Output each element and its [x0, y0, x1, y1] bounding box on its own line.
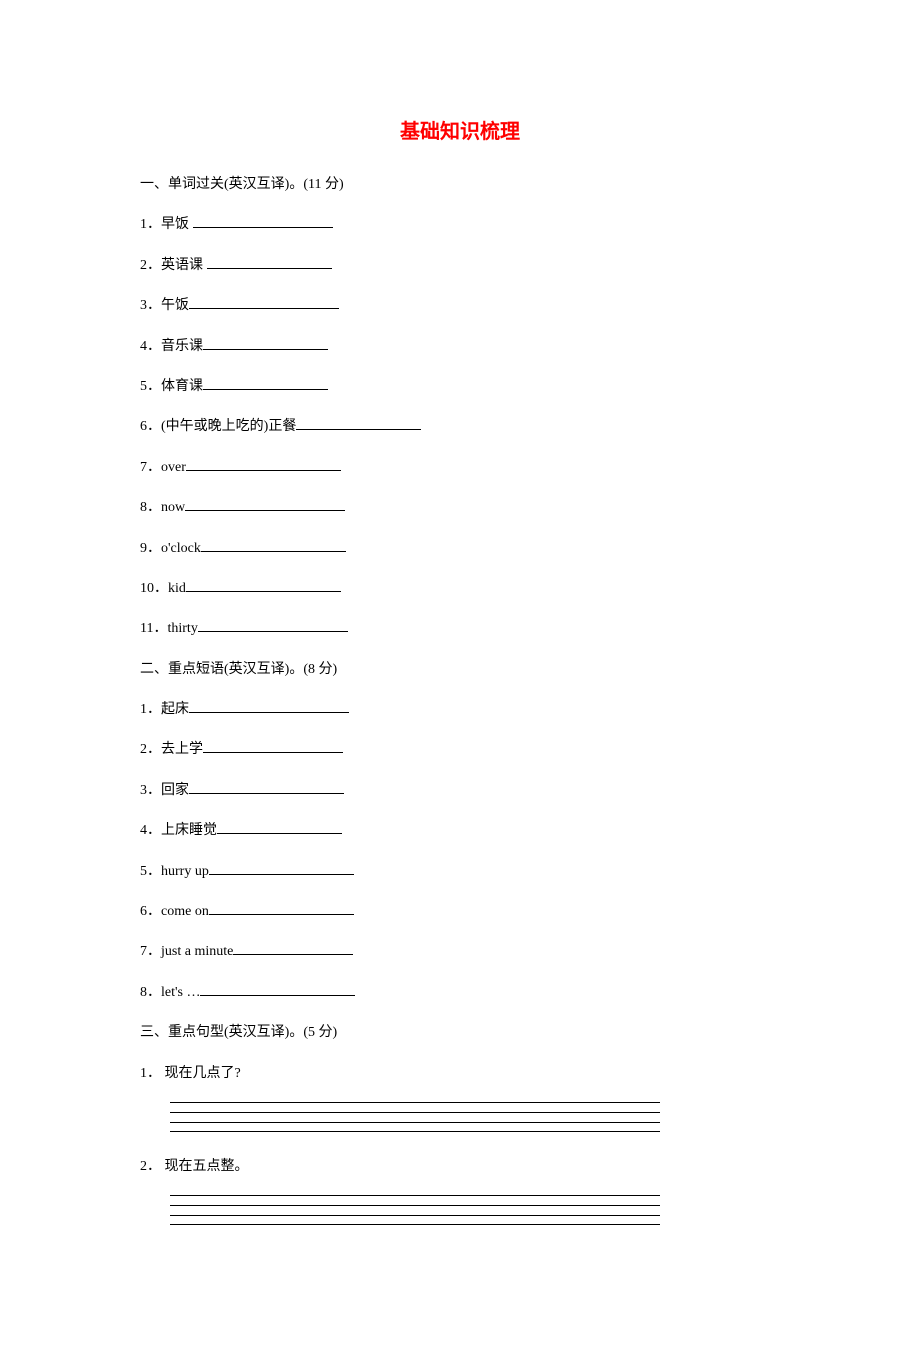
- item-text: now: [161, 497, 185, 519]
- item-number: 10．: [140, 578, 168, 600]
- worksheet-item: 4． 上床睡觉: [140, 820, 780, 842]
- worksheet-item: 6． (中午或晚上吃的)正餐: [140, 416, 780, 438]
- item-number: 7．: [140, 457, 161, 479]
- item-number: 5．: [140, 861, 161, 883]
- answer-line: [170, 1210, 660, 1216]
- worksheet-item: 2． 去上学: [140, 739, 780, 761]
- fill-blank[interactable]: [207, 255, 332, 269]
- item-number: 2．: [140, 739, 161, 761]
- item-text: 午饭: [161, 295, 189, 317]
- item-text: come on: [161, 901, 209, 923]
- worksheet-item: 8． let's …: [140, 982, 780, 1004]
- answer-lines[interactable]: [170, 1190, 780, 1225]
- answer-line: [170, 1117, 660, 1123]
- fill-blank[interactable]: [209, 901, 354, 915]
- answer-line: [170, 1200, 660, 1206]
- answer-line: [170, 1097, 660, 1103]
- item-number: 1．: [140, 214, 161, 236]
- item-text: thirty: [167, 618, 197, 640]
- worksheet-item: 1． 起床: [140, 699, 780, 721]
- item-text: 起床: [161, 699, 189, 721]
- worksheet-item: 10． kid: [140, 578, 780, 600]
- answer-line: [170, 1107, 660, 1113]
- item-text: 体育课: [161, 376, 203, 398]
- fill-blank[interactable]: [198, 618, 348, 632]
- item-text: over: [161, 457, 186, 479]
- fill-blank[interactable]: [203, 739, 343, 753]
- fill-blank[interactable]: [189, 780, 344, 794]
- item-number: 7．: [140, 941, 161, 963]
- section-3-header: 三、重点句型(英汉互译)。(5 分): [140, 1022, 780, 1044]
- item-number: 6．: [140, 901, 161, 923]
- item-text: 上床睡觉: [161, 820, 217, 842]
- fill-blank[interactable]: [185, 497, 345, 511]
- worksheet-item: 5． hurry up: [140, 861, 780, 883]
- item-number: 2．: [140, 1159, 161, 1174]
- worksheet-item: 8． now: [140, 497, 780, 519]
- fill-blank[interactable]: [186, 578, 341, 592]
- item-number: 6．: [140, 416, 161, 438]
- item-number: 4．: [140, 336, 161, 358]
- worksheet-item: 2． 英语课: [140, 255, 780, 277]
- item-number: 1．: [140, 699, 161, 721]
- worksheet-item: 7． over: [140, 457, 780, 479]
- page-title: 基础知识梳理: [140, 115, 780, 144]
- item-number: 8．: [140, 497, 161, 519]
- fill-blank[interactable]: [186, 457, 341, 471]
- fill-blank[interactable]: [193, 214, 333, 228]
- item-number: 2．: [140, 255, 161, 277]
- item-number: 11．: [140, 618, 167, 640]
- item-text: 早饭: [161, 214, 193, 236]
- item-text: 现在五点整。: [165, 1159, 249, 1174]
- sentence-item: 2． 现在五点整。: [140, 1156, 780, 1178]
- worksheet-item: 4． 音乐课: [140, 336, 780, 358]
- fill-blank[interactable]: [201, 538, 346, 552]
- answer-lines[interactable]: [170, 1097, 780, 1132]
- worksheet-item: 3． 回家: [140, 780, 780, 802]
- worksheet-item: 9． o'clock: [140, 538, 780, 560]
- worksheet-item: 1． 早饭: [140, 214, 780, 236]
- worksheet-item: 11． thirty: [140, 618, 780, 640]
- fill-blank[interactable]: [189, 699, 349, 713]
- answer-line: [170, 1190, 660, 1196]
- fill-blank[interactable]: [203, 336, 328, 350]
- item-number: 1．: [140, 1066, 161, 1081]
- answer-line: [170, 1219, 660, 1225]
- worksheet-item: 6． come on: [140, 901, 780, 923]
- item-text: 英语课: [161, 255, 207, 277]
- item-text: hurry up: [161, 861, 209, 883]
- item-text: 音乐课: [161, 336, 203, 358]
- fill-blank[interactable]: [217, 820, 342, 834]
- answer-line: [170, 1126, 660, 1132]
- worksheet-item: 5． 体育课: [140, 376, 780, 398]
- item-text: (中午或晚上吃的)正餐: [161, 416, 296, 438]
- worksheet-item: 7． just a minute: [140, 941, 780, 963]
- fill-blank[interactable]: [296, 416, 421, 430]
- item-number: 8．: [140, 982, 161, 1004]
- item-text: 现在几点了?: [165, 1066, 241, 1081]
- fill-blank[interactable]: [200, 982, 355, 996]
- fill-blank[interactable]: [233, 941, 353, 955]
- item-text: kid: [168, 578, 186, 600]
- worksheet-item: 3． 午饭: [140, 295, 780, 317]
- item-text: 去上学: [161, 739, 203, 761]
- fill-blank[interactable]: [189, 295, 339, 309]
- sentence-item: 1． 现在几点了?: [140, 1063, 780, 1085]
- item-text: just a minute: [161, 941, 233, 963]
- section-2-header: 二、重点短语(英汉互译)。(8 分): [140, 659, 780, 681]
- fill-blank[interactable]: [203, 376, 328, 390]
- section-1-header: 一、单词过关(英汉互译)。(11 分): [140, 174, 780, 196]
- item-number: 5．: [140, 376, 161, 398]
- item-text: o'clock: [161, 538, 201, 560]
- item-number: 3．: [140, 780, 161, 802]
- item-number: 9．: [140, 538, 161, 560]
- fill-blank[interactable]: [209, 861, 354, 875]
- item-text: let's …: [161, 982, 200, 1004]
- item-number: 3．: [140, 295, 161, 317]
- item-number: 4．: [140, 820, 161, 842]
- item-text: 回家: [161, 780, 189, 802]
